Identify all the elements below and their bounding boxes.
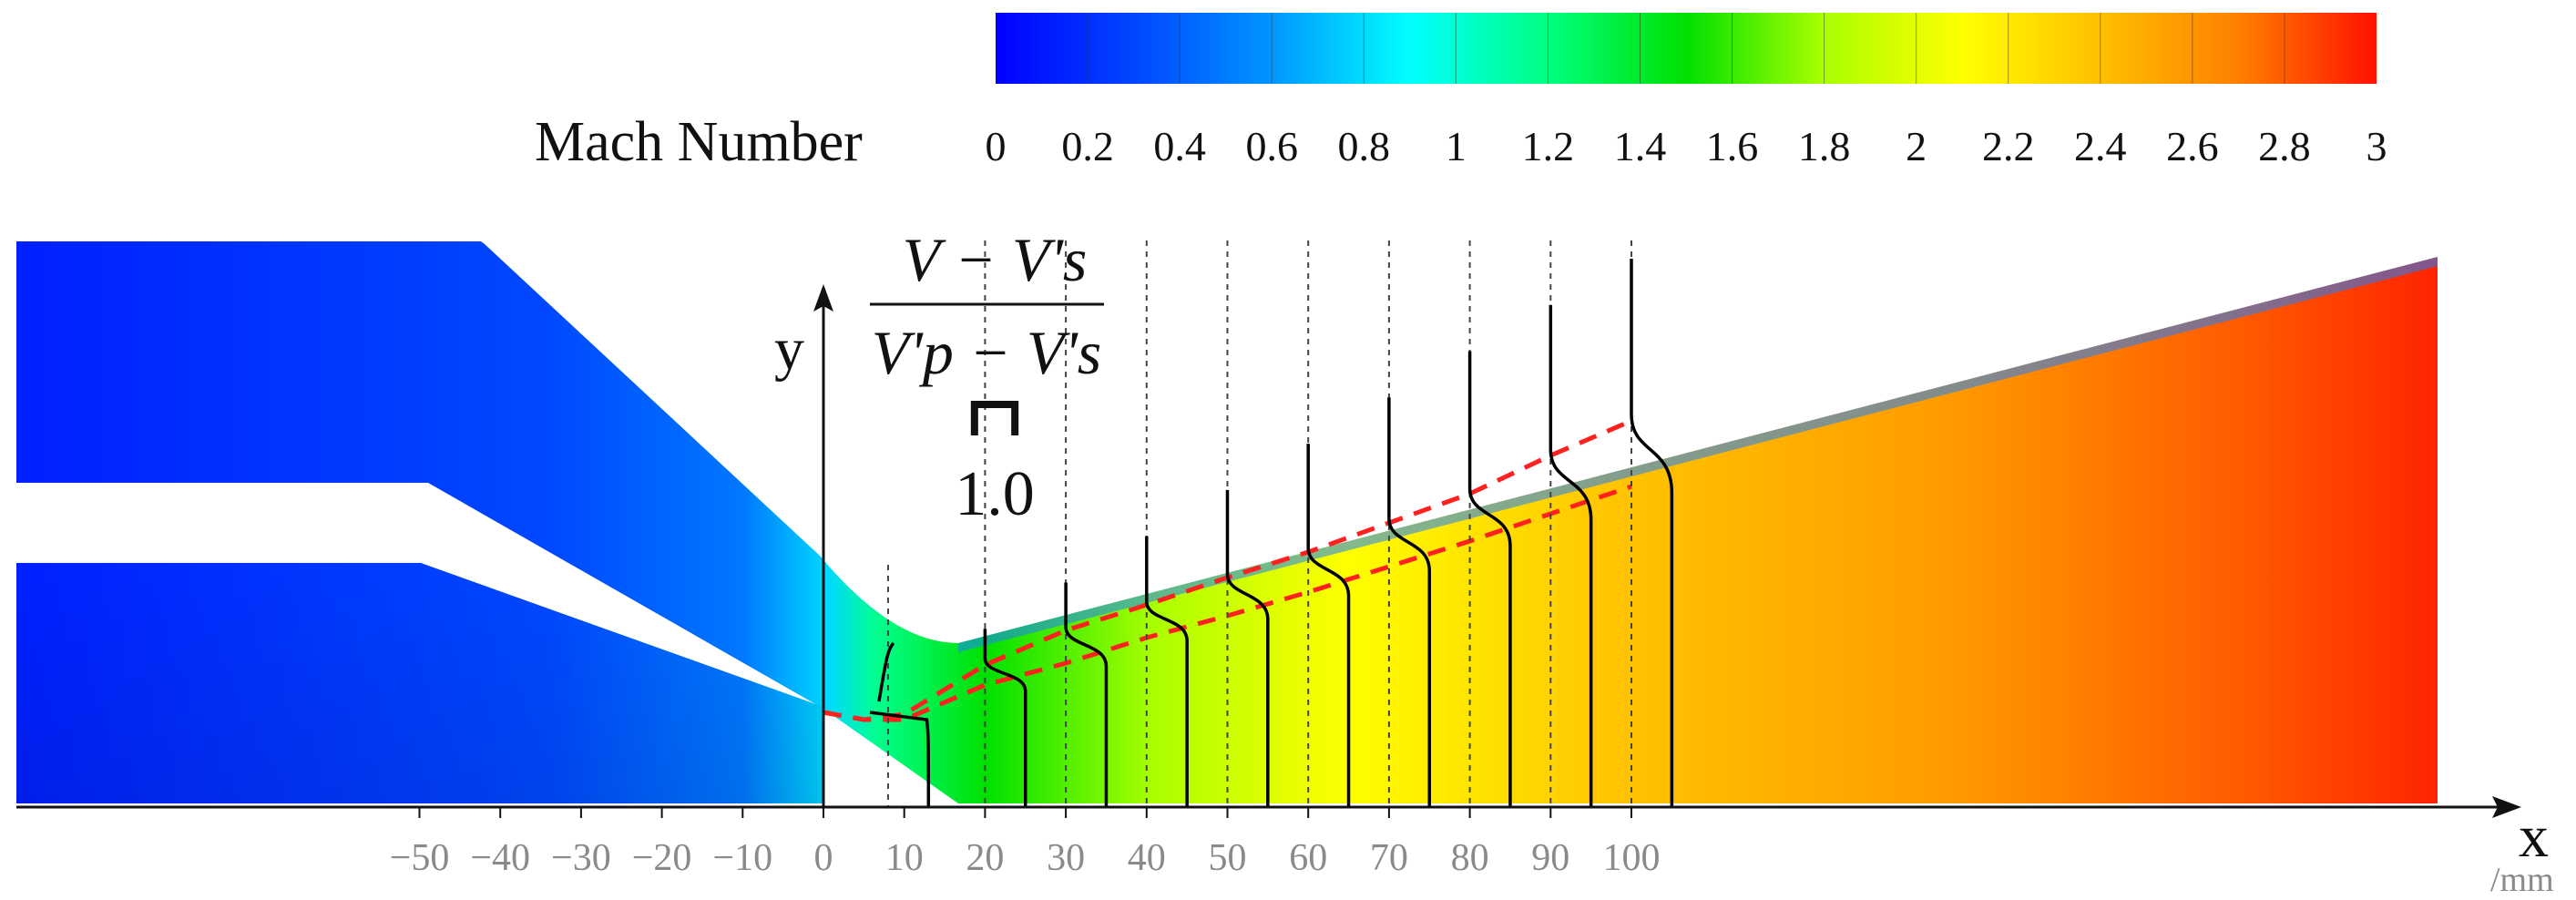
colorbar-tick-label: 1 — [1446, 123, 1467, 169]
colorbar-tick-label: 0.8 — [1338, 123, 1391, 169]
velocity-profile — [1467, 351, 1512, 807]
x-tick-label: −10 — [712, 837, 772, 879]
profile-station-lines — [886, 240, 1632, 807]
profile-scale-label: 1.0 — [955, 459, 1035, 529]
velocity-profile — [1145, 536, 1189, 807]
colorbar-tick-label: 2.4 — [2074, 123, 2127, 169]
shear-layer-lower — [823, 484, 1632, 722]
velocity-profile — [1549, 304, 1593, 807]
x-tick-label: 20 — [966, 837, 1004, 879]
x-tick-label: 40 — [1128, 837, 1166, 879]
x-tick-label: −50 — [390, 837, 450, 879]
y-axis-label: y — [774, 316, 804, 383]
x-tick-label: −40 — [470, 837, 530, 879]
x-tick-label: −30 — [551, 837, 611, 879]
velocity-profile — [1387, 397, 1431, 807]
velocity-profile — [983, 629, 1027, 807]
y-axis-arrow — [813, 284, 833, 312]
axes: −50 −40 −30 −20 −10 0 10 20 30 40 50 60 70 80 90 100 x … — [16, 284, 2554, 899]
colorbar-tick-label: 0 — [986, 123, 1007, 169]
x-axis-label: x — [2519, 803, 2549, 870]
colorbar-tick-label: 2.2 — [1982, 123, 2035, 169]
colorbar-tick-label: 1.4 — [1614, 123, 1667, 169]
colorbar: Mach Number 0 0.2 0.4 0.6 0.8 1 1.2 1.4 1.6 1.8 2 2… — [535, 13, 2387, 173]
colorbar-tick-labels: 0 0.2 0.4 0.6 0.8 1 1.2 1.4 1.6 1.8 2 2.2 2.4 2.6 2.8 3 — [986, 123, 2387, 169]
x-tick-label: 10 — [885, 837, 924, 879]
colorbar-bar — [996, 13, 2377, 84]
velocity-profile — [1225, 489, 1270, 807]
colorbar-tick-label: 1.8 — [1798, 123, 1851, 169]
velocity-profile — [1630, 259, 1674, 807]
fraction-numerator: V − V's — [903, 225, 1088, 294]
x-tick-label: 0 — [814, 837, 833, 879]
colorbar-title: Mach Number — [535, 111, 863, 173]
colorbar-tick-label: 0.6 — [1245, 123, 1298, 169]
colorbar-tick-label: 1.2 — [1522, 123, 1575, 169]
boundary-layer-shading — [958, 257, 2438, 652]
upper-primary-stream-region — [16, 241, 2438, 803]
x-tick-label: 50 — [1209, 837, 1247, 879]
numerator-text: V − V's — [903, 225, 1088, 294]
colorbar-tick-label: 2.6 — [2166, 123, 2219, 169]
x-tick-label: 30 — [1047, 837, 1085, 879]
x-tick-label: 100 — [1603, 837, 1661, 879]
profile-scale-annotation: V − V's V'p − V's 1.0 — [870, 225, 1104, 529]
colorbar-tick-label: 0.2 — [1061, 123, 1114, 169]
velocity-profile — [1064, 582, 1109, 807]
x-tick-label: −20 — [632, 837, 692, 879]
flow-field — [16, 241, 2438, 803]
x-axis-ticks: −50 −40 −30 −20 −10 0 10 20 30 40 50 60 70 80 90 100 — [390, 807, 1661, 879]
x-tick-label: 90 — [1531, 837, 1569, 879]
colorbar-tick-label: 0.4 — [1153, 123, 1206, 169]
velocity-profile — [1306, 444, 1351, 807]
velocity-profiles — [869, 259, 1674, 808]
velocity-profile — [869, 641, 931, 808]
profile-scale-bracket — [970, 401, 1019, 435]
denominator-text: V'p − V's — [872, 318, 1102, 387]
colorbar-dividers — [1087, 13, 2285, 84]
x-axis-arrow — [2492, 796, 2521, 818]
colorbar-tick-label: 2 — [1906, 123, 1927, 169]
colorbar-tick-label: 1.6 — [1706, 123, 1759, 169]
x-tick-label: 80 — [1451, 837, 1489, 879]
x-tick-label: 60 — [1289, 837, 1327, 879]
colorbar-tick-label: 2.8 — [2258, 123, 2311, 169]
colorbar-tick-label: 3 — [2366, 123, 2387, 169]
x-axis-unit: /mm — [2490, 861, 2554, 899]
x-tick-label: 70 — [1370, 837, 1408, 879]
fraction-denominator: V'p − V's — [872, 318, 1102, 387]
field-shading — [16, 563, 823, 803]
